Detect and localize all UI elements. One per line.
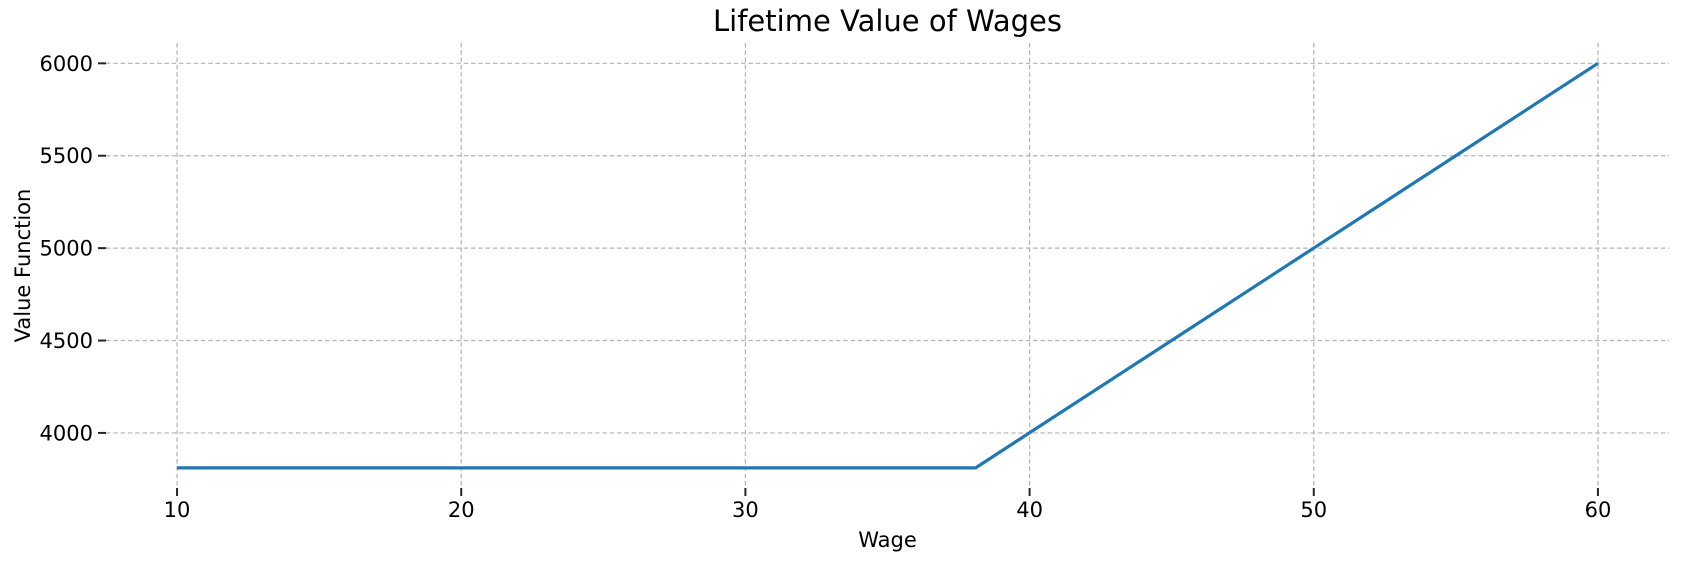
x-tick-label: 60 xyxy=(1585,498,1612,522)
x-tick-label: 10 xyxy=(164,498,191,522)
y-tick-label: 4500 xyxy=(40,329,93,353)
x-tick-label: 20 xyxy=(448,498,475,522)
y-tick-label: 4000 xyxy=(40,421,93,445)
value-function-line xyxy=(177,61,1599,470)
gridlines xyxy=(106,43,1669,488)
x-tick-labels: 10 20 30 40 50 60 xyxy=(164,498,1612,522)
x-axis-label: Wage xyxy=(858,528,917,552)
y-tick-label: 6000 xyxy=(40,52,93,76)
tick-marks xyxy=(98,62,1599,496)
x-tick-label: 40 xyxy=(1016,498,1043,522)
y-tick-label: 5500 xyxy=(40,144,93,168)
y-axis-label: Value Function xyxy=(11,189,35,343)
y-tick-labels: 4000 4500 5000 5500 6000 xyxy=(40,52,93,446)
x-tick-label: 50 xyxy=(1300,498,1327,522)
x-tick-label: 30 xyxy=(732,498,759,522)
y-tick-label: 5000 xyxy=(40,237,93,261)
chart-title: Lifetime Value of Wages xyxy=(713,4,1062,38)
